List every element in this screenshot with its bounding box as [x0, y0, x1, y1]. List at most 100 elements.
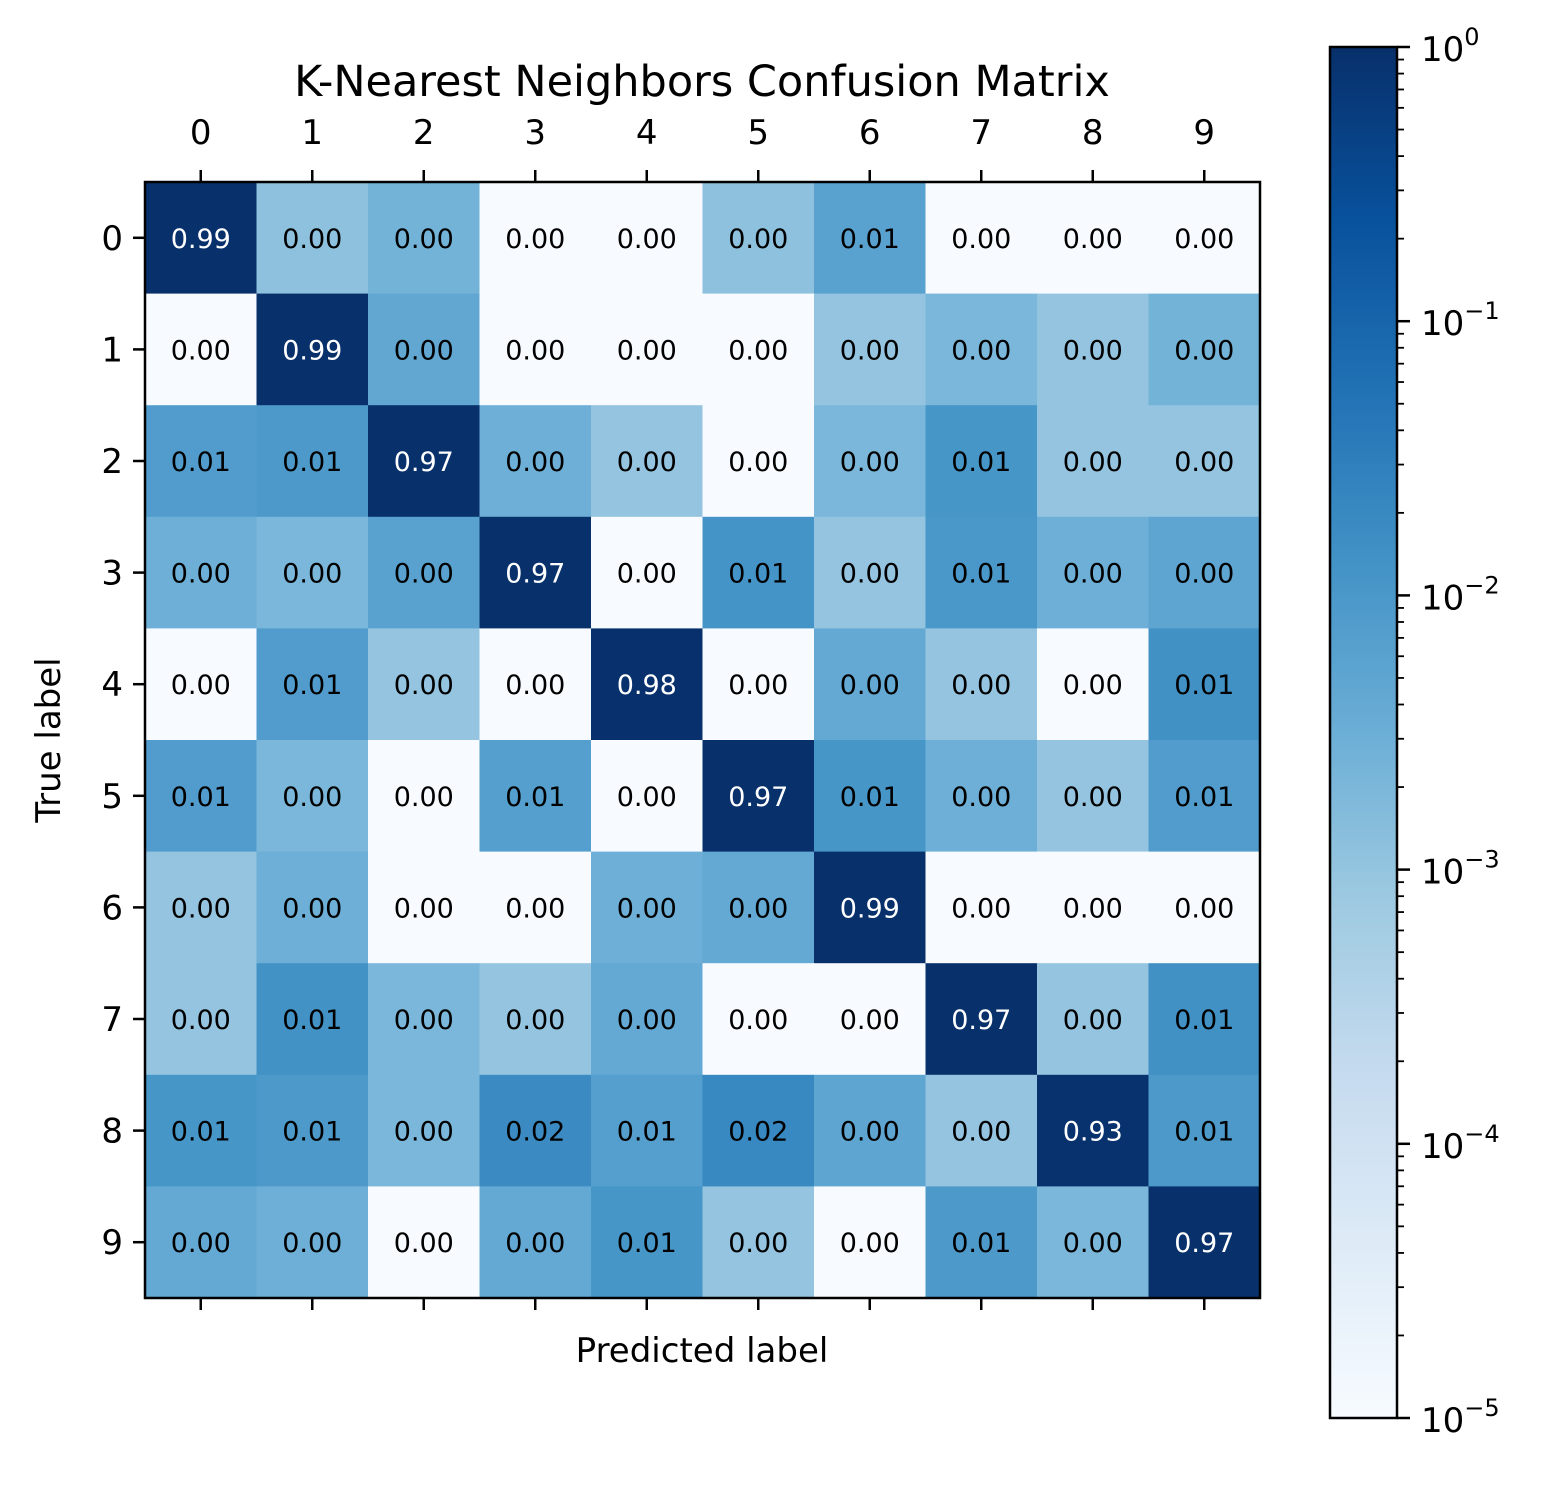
- heatmap-cell: [479, 516, 592, 629]
- heatmap-cell: [479, 851, 592, 964]
- heatmap-cell: [145, 963, 258, 1076]
- heatmap-cell: [256, 405, 369, 518]
- heatmap-cell: [368, 1186, 481, 1299]
- cell-value-label: 0.00: [171, 893, 231, 924]
- cell-value-label: 0.00: [1174, 224, 1234, 255]
- cell-value-label: 0.02: [728, 1117, 788, 1148]
- cell-value-label: 0.00: [505, 335, 565, 366]
- heatmap-cell: [814, 740, 927, 853]
- cell-value-label: 0.00: [171, 670, 231, 701]
- cell-value-label: 0.00: [1174, 447, 1234, 478]
- cell-value-label: 0.00: [505, 224, 565, 255]
- cell-value-label: 0.00: [394, 559, 454, 590]
- heatmap-cell: [256, 1074, 369, 1187]
- heatmap-cell: [814, 1186, 927, 1299]
- cell-value-label: 0.01: [171, 1117, 231, 1148]
- heatmap-cell: [368, 293, 481, 406]
- cell-value-label: 0.01: [1174, 782, 1234, 813]
- heatmap-cell: [925, 1074, 1038, 1187]
- y-tick-label: 5: [101, 777, 123, 817]
- heatmap-cell: [1148, 516, 1261, 629]
- y-axis: 0 1 2 3 4 5 6 7 8 9: [101, 219, 145, 1263]
- cell-value-label: 0.00: [171, 1005, 231, 1036]
- cell-value-label: 0.01: [282, 1005, 342, 1036]
- y-tick-label: 4: [101, 665, 123, 705]
- cell-value-label: 0.01: [951, 559, 1011, 590]
- cell-value-label: 0.00: [840, 559, 900, 590]
- heatmap-cell: [1148, 963, 1261, 1076]
- heatmap-cell: [479, 405, 592, 518]
- heatmap-cell: [814, 516, 927, 629]
- cell-value-label: 0.00: [1174, 559, 1234, 590]
- heatmap-cell: [591, 628, 704, 741]
- heatmap-cell: [368, 182, 481, 295]
- cell-value-label: 0.00: [840, 1005, 900, 1036]
- heatmap-cell: [925, 293, 1038, 406]
- cell-value-label: 0.01: [282, 447, 342, 478]
- cell-value-label: 0.00: [1063, 1228, 1123, 1259]
- heatmap-cell: [1037, 740, 1150, 853]
- cell-value-label: 0.00: [171, 1228, 231, 1259]
- cell-value-label: 0.00: [951, 335, 1011, 366]
- heatmap-cell: [702, 405, 815, 518]
- y-tick-label: 9: [101, 1223, 123, 1263]
- cell-value-label: 0.00: [394, 893, 454, 924]
- cell-value-label: 0.00: [728, 447, 788, 478]
- plot-frame: [143, 180, 1262, 1300]
- cell-value-label: 0.00: [951, 670, 1011, 701]
- heatmap-cell: [479, 1074, 592, 1187]
- cell-value-label: 0.99: [171, 224, 231, 255]
- heatmap-cell: [925, 182, 1038, 295]
- y-tick-label: 2: [101, 442, 123, 482]
- heatmap-cells: [145, 182, 1261, 1299]
- y-tick-label: 1: [101, 330, 123, 370]
- chart-title: K-Nearest Neighbors Confusion Matrix: [294, 57, 1110, 107]
- cell-value-label: 0.01: [617, 1117, 677, 1148]
- colorbar-gradient: [1330, 47, 1397, 1418]
- heatmap-cell: [479, 293, 592, 406]
- heatmap-cell-labels: 0.99 0.00 0.00 0.00 0.00 0.00 0.01 0.00 0.00 0.00…: [171, 224, 1235, 1259]
- x-tick-label: 0: [190, 113, 212, 153]
- heatmap-cell: [145, 293, 258, 406]
- x-tick-label: 3: [524, 113, 546, 153]
- heatmap-cell: [145, 1186, 258, 1299]
- cell-value-label: 0.01: [171, 447, 231, 478]
- heatmap-cell: [368, 1074, 481, 1187]
- heatmap-cell: [1148, 182, 1261, 295]
- heatmap-cell: [368, 851, 481, 964]
- cell-value-label: 0.00: [1063, 335, 1123, 366]
- y-axis-label: True label: [29, 657, 69, 823]
- heatmap-cell: [591, 293, 704, 406]
- x-tick-label: 5: [747, 113, 769, 153]
- heatmap-cell: [1037, 405, 1150, 518]
- colorbar-tick-label: 10−3: [1421, 846, 1500, 893]
- heatmap-cell: [591, 1074, 704, 1187]
- cell-value-label: 0.97: [505, 559, 565, 590]
- cell-value-label: 0.00: [394, 1117, 454, 1148]
- cell-value-label: 0.00: [282, 559, 342, 590]
- cell-value-label: 0.00: [1063, 1005, 1123, 1036]
- colorbar-frame: [1328, 45, 1399, 1420]
- cell-value-label: 0.00: [1063, 670, 1123, 701]
- heatmap-cell: [1037, 293, 1150, 406]
- cell-value-label: 0.00: [728, 1228, 788, 1259]
- heatmap-cell: [368, 516, 481, 629]
- cell-value-label: 0.00: [617, 447, 677, 478]
- y-tick-label: 3: [101, 554, 123, 594]
- cell-value-label: 0.01: [282, 670, 342, 701]
- cell-value-label: 0.93: [1063, 1117, 1123, 1148]
- heatmap-cell: [591, 182, 704, 295]
- heatmap-cell: [256, 293, 369, 406]
- cell-value-label: 0.00: [617, 1005, 677, 1036]
- heatmap-cell: [256, 851, 369, 964]
- cell-value-label: 0.99: [840, 893, 900, 924]
- cell-value-label: 0.00: [1174, 893, 1234, 924]
- cell-value-label: 0.00: [282, 1228, 342, 1259]
- cell-value-label: 0.99: [282, 335, 342, 366]
- heatmap-cell: [256, 182, 369, 295]
- cell-value-label: 0.01: [1174, 1117, 1234, 1148]
- heatmap-cell: [479, 740, 592, 853]
- heatmap-cell: [591, 516, 704, 629]
- x-tick-label: 9: [1193, 113, 1215, 153]
- heatmap-cell: [368, 740, 481, 853]
